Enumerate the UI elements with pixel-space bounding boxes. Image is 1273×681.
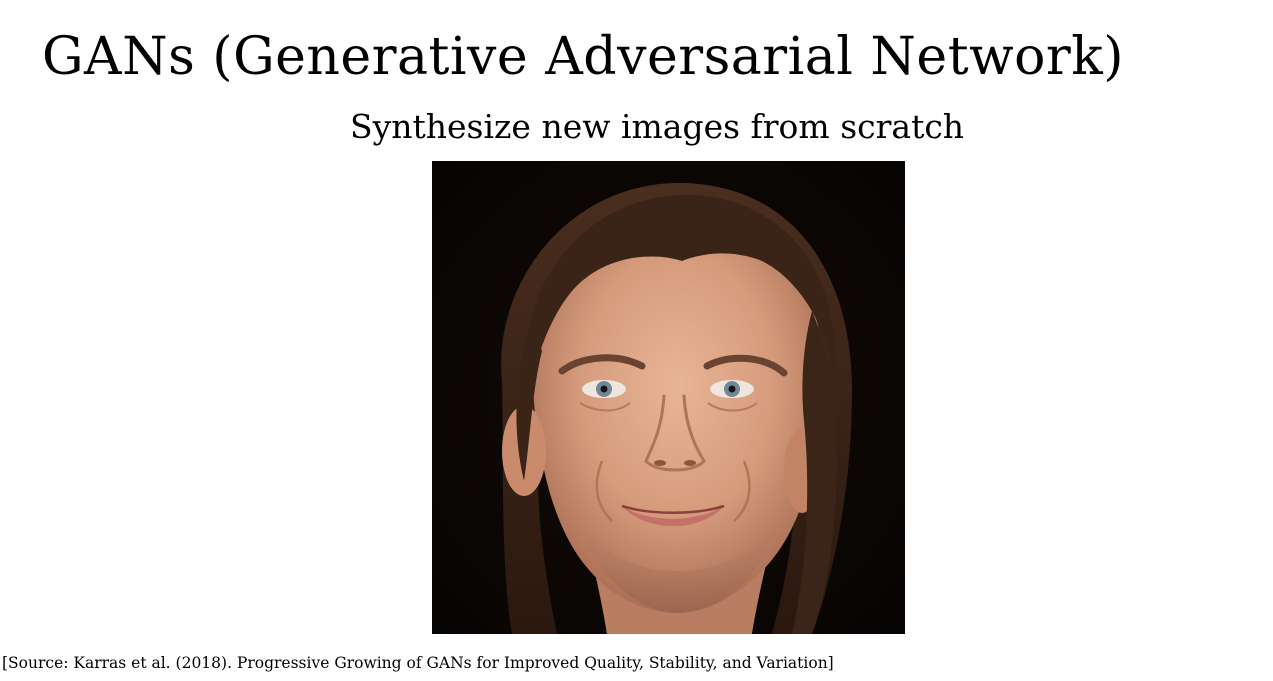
face bbox=[531, 220, 823, 614]
hair-front bbox=[525, 194, 835, 391]
left-eyebrow bbox=[558, 354, 646, 375]
face-illustration bbox=[432, 161, 905, 634]
right-pupil bbox=[728, 385, 736, 393]
beard-stubble bbox=[572, 501, 784, 613]
source-citation: [Source: Karras et al. (2018). Progressi… bbox=[2, 654, 834, 672]
slide-subtitle: Synthesize new images from scratch bbox=[350, 107, 965, 146]
right-nostril bbox=[684, 460, 696, 466]
left-smile-line bbox=[595, 460, 613, 522]
mouth bbox=[622, 506, 724, 527]
generated-face-image bbox=[432, 161, 905, 634]
right-eyebrow bbox=[703, 354, 788, 377]
left-pupil bbox=[600, 385, 608, 393]
right-smile-line bbox=[733, 460, 751, 522]
left-nostril bbox=[654, 460, 666, 466]
mouth-line bbox=[621, 504, 725, 514]
hair-left-side bbox=[516, 321, 542, 481]
left-eye-crease bbox=[579, 402, 631, 412]
hair-right-side bbox=[792, 311, 837, 634]
nose bbox=[644, 394, 706, 472]
slide-title: GANs (Generative Adversarial Network) bbox=[42, 27, 1125, 87]
right-eye-crease bbox=[707, 402, 758, 412]
